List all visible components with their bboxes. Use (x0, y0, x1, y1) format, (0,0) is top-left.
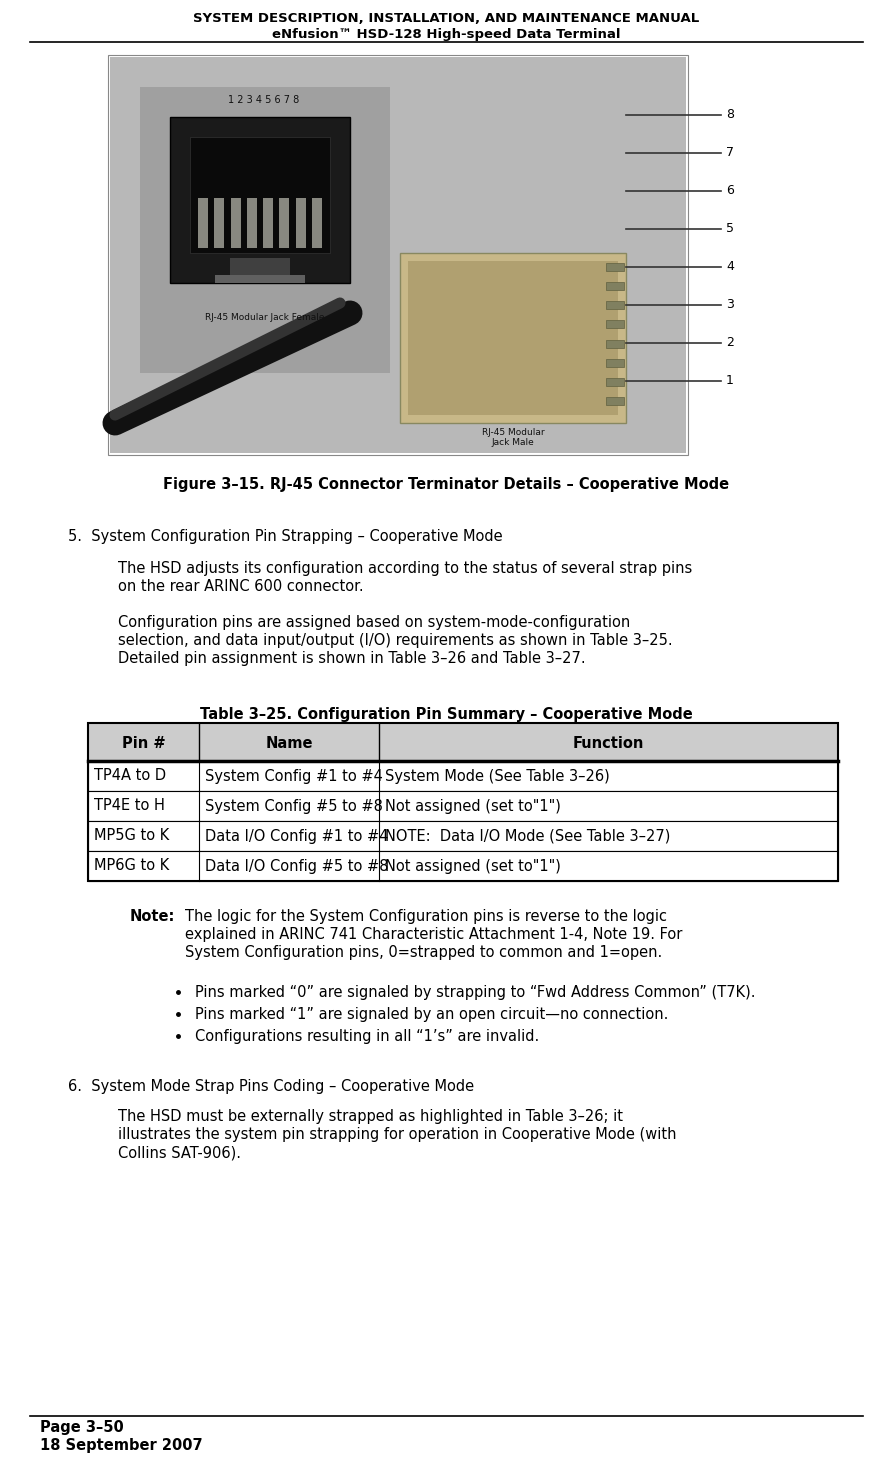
Text: The HSD must be externally strapped as highlighted in Table 3–26; it: The HSD must be externally strapped as h… (118, 1108, 623, 1123)
Text: Not assigned (set to"1"): Not assigned (set to"1") (385, 798, 561, 813)
Bar (606, 263, 624, 270)
Text: 1: 1 (726, 374, 734, 387)
Text: Collins SAT-906).: Collins SAT-906). (118, 1145, 241, 1160)
Text: The HSD adjusts its configuration according to the status of several strap pins: The HSD adjusts its configuration accord… (118, 562, 692, 576)
Text: explained in ARINC 741 Characteristic Attachment 1-4, Note 19. For: explained in ARINC 741 Characteristic At… (185, 927, 682, 941)
Text: Name: Name (265, 736, 313, 751)
Bar (190, 137, 330, 253)
Bar (408, 262, 618, 415)
Bar (88, 791, 838, 820)
Bar (110, 58, 686, 452)
Text: illustrates the system pin strapping for operation in Cooperative Mode (with: illustrates the system pin strapping for… (118, 1128, 677, 1142)
Bar (606, 398, 624, 405)
Text: 18 September 2007: 18 September 2007 (40, 1438, 203, 1453)
Text: Note:: Note: (130, 909, 175, 924)
Text: selection, and data input/output (I/O) requirements as shown in Table 3–25.: selection, and data input/output (I/O) r… (118, 633, 672, 647)
Text: 4: 4 (726, 260, 734, 273)
Text: Data I/O Config #1 to #4: Data I/O Config #1 to #4 (205, 829, 388, 844)
Bar (400, 253, 626, 423)
Text: System Configuration pins, 0=strapped to common and 1=open.: System Configuration pins, 0=strapped to… (185, 944, 663, 961)
Bar (230, 259, 290, 278)
Bar (312, 198, 322, 248)
Text: 5.  System Configuration Pin Strapping – Cooperative Mode: 5. System Configuration Pin Strapping – … (68, 529, 503, 544)
Bar (170, 117, 350, 282)
Text: MP6G to K: MP6G to K (94, 859, 170, 873)
Text: on the rear ARINC 600 connector.: on the rear ARINC 600 connector. (118, 579, 363, 594)
Bar (230, 198, 240, 248)
Bar (88, 820, 838, 851)
Bar (606, 340, 624, 347)
Text: 5: 5 (726, 223, 734, 235)
Text: 3: 3 (726, 299, 734, 312)
Bar (198, 198, 208, 248)
Bar (280, 198, 289, 248)
Text: NOTE:  Data I/O Mode (See Table 3–27): NOTE: Data I/O Mode (See Table 3–27) (385, 829, 671, 844)
Text: Figure 3–15. RJ-45 Connector Terminator Details – Cooperative Mode: Figure 3–15. RJ-45 Connector Terminator … (163, 477, 730, 492)
Text: RJ-45 Modular Jack Female: RJ-45 Modular Jack Female (205, 313, 325, 322)
Text: 1 2 3 4 5 6 7 8: 1 2 3 4 5 6 7 8 (228, 95, 299, 105)
Bar (296, 198, 305, 248)
Text: Data I/O Config #5 to #8: Data I/O Config #5 to #8 (205, 859, 388, 873)
Text: RJ-45 Modular: RJ-45 Modular (481, 429, 545, 437)
Text: System Mode (See Table 3–26): System Mode (See Table 3–26) (385, 769, 610, 783)
Text: 7: 7 (726, 146, 734, 160)
Bar (263, 198, 273, 248)
Bar (88, 723, 838, 761)
Text: SYSTEM DESCRIPTION, INSTALLATION, AND MAINTENANCE MANUAL: SYSTEM DESCRIPTION, INSTALLATION, AND MA… (194, 12, 699, 25)
Bar (606, 321, 624, 328)
Bar (88, 761, 838, 791)
Text: 8: 8 (726, 108, 734, 121)
Text: Configuration pins are assigned based on system-mode-configuration: Configuration pins are assigned based on… (118, 615, 630, 630)
Bar (246, 198, 257, 248)
Text: 6: 6 (726, 185, 734, 198)
Bar (108, 55, 688, 455)
Bar (140, 87, 390, 372)
Bar (88, 723, 838, 881)
Bar (606, 282, 624, 290)
Text: Table 3–25. Configuration Pin Summary – Cooperative Mode: Table 3–25. Configuration Pin Summary – … (200, 706, 693, 721)
Text: Jack Male: Jack Male (492, 437, 534, 446)
Text: 2: 2 (726, 337, 734, 349)
Text: System Config #5 to #8: System Config #5 to #8 (205, 798, 383, 813)
Text: Function: Function (572, 736, 644, 751)
Text: 6.  System Mode Strap Pins Coding – Cooperative Mode: 6. System Mode Strap Pins Coding – Coope… (68, 1079, 474, 1094)
Text: Pins marked “0” are signaled by strapping to “Fwd Address Common” (T7K).: Pins marked “0” are signaled by strappin… (195, 984, 755, 1001)
Text: Pins marked “1” are signaled by an open circuit—no connection.: Pins marked “1” are signaled by an open … (195, 1007, 668, 1021)
Text: Not assigned (set to"1"): Not assigned (set to"1") (385, 859, 561, 873)
Bar (214, 198, 224, 248)
Text: Pin #: Pin # (121, 736, 165, 751)
Bar (606, 359, 624, 367)
Text: System Config #1 to #4: System Config #1 to #4 (205, 769, 383, 783)
Text: Page 3–50: Page 3–50 (40, 1420, 124, 1435)
Text: MP5G to K: MP5G to K (94, 829, 170, 844)
Text: Configurations resulting in all “1’s” are invalid.: Configurations resulting in all “1’s” ar… (195, 1029, 539, 1043)
Text: eNfusion™ HSD-128 High-speed Data Terminal: eNfusion™ HSD-128 High-speed Data Termin… (272, 28, 621, 41)
Text: TP4E to H: TP4E to H (94, 798, 165, 813)
Text: TP4A to D: TP4A to D (94, 769, 166, 783)
Text: Detailed pin assignment is shown in Table 3–26 and Table 3–27.: Detailed pin assignment is shown in Tabl… (118, 650, 586, 667)
Text: The logic for the System Configuration pins is reverse to the logic: The logic for the System Configuration p… (185, 909, 667, 924)
Bar (215, 275, 305, 282)
Bar (606, 378, 624, 386)
Bar (88, 851, 838, 881)
Bar (606, 302, 624, 309)
